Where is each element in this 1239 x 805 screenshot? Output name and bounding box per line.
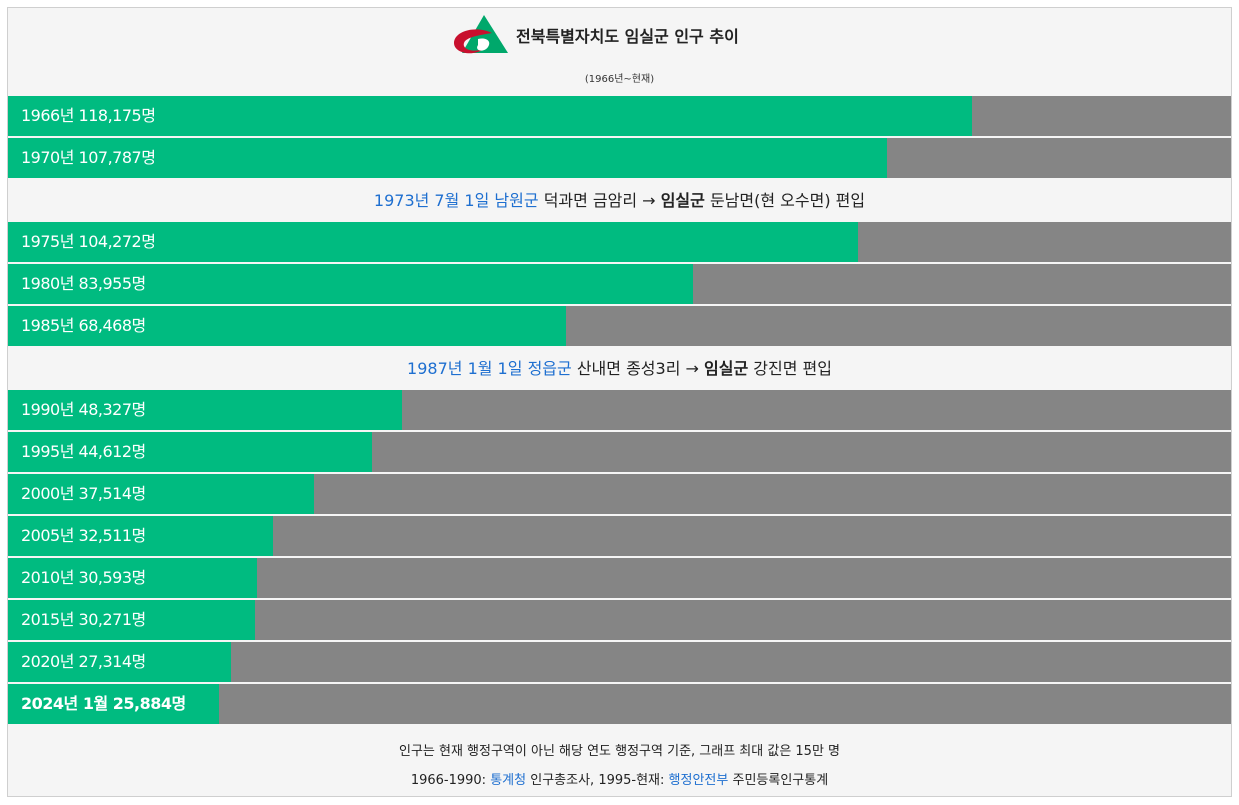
footer-note: 인구는 현재 행정구역이 아닌 해당 연도 행정구역 기준, 그래프 최대 값은… bbox=[398, 744, 841, 759]
bar-label: 2005년 32,511명 bbox=[21, 526, 146, 545]
source-a-range: 1966-1990: bbox=[410, 773, 487, 788]
population-bar bbox=[8, 516, 273, 556]
population-bar bbox=[8, 600, 255, 640]
bar-label: 2020년 27,314명 bbox=[21, 652, 146, 671]
chart-header: 전북특별자치도 임실군 인구 추이 (1966년~현재) bbox=[8, 8, 1231, 96]
bar-label: 2015년 30,271명 bbox=[21, 610, 146, 629]
population-bar bbox=[8, 474, 314, 514]
bar-row: 1985년 68,468명 bbox=[8, 306, 1231, 346]
bar-row: 2024년 1월 25,884명 bbox=[8, 684, 1231, 724]
population-bar bbox=[8, 642, 231, 682]
chart-footer: 인구는 현재 행정구역이 아닌 해당 연도 행정구역 기준, 그래프 최대 값은… bbox=[8, 728, 1231, 796]
chart-frame: 전북특별자치도 임실군 인구 추이 (1966년~현재) 1966년 118,1… bbox=[7, 7, 1232, 797]
bar-row: 2000년 37,514명 bbox=[8, 474, 1231, 514]
population-bar bbox=[8, 264, 693, 304]
event-to-area: 강진면 편입 bbox=[753, 359, 832, 378]
bar-row: 1980년 83,955명 bbox=[8, 264, 1231, 304]
bar-row: 1975년 104,272명 bbox=[8, 222, 1231, 262]
population-bar bbox=[8, 96, 972, 136]
bar-label: 1985년 68,468명 bbox=[21, 316, 146, 335]
bar-label: 2000년 37,514명 bbox=[21, 484, 146, 503]
population-bar bbox=[8, 306, 566, 346]
event-to-county: 임실군 bbox=[704, 359, 749, 378]
population-bar bbox=[8, 432, 372, 472]
event-from-area: 덕과면 금암리 → bbox=[543, 191, 656, 210]
boundary-change-note: 1973년 7월 1일 남원군 덕과면 금암리 → 임실군 둔남면(현 오수면)… bbox=[8, 180, 1231, 221]
bar-row: 2005년 32,511명 bbox=[8, 516, 1231, 556]
bar-row: 1966년 118,175명 bbox=[8, 96, 1231, 136]
source-b-link[interactable]: 행정안전부 bbox=[668, 773, 729, 788]
event-from-county-link[interactable]: 남원군 bbox=[494, 191, 539, 210]
bar-label: 1990년 48,327명 bbox=[21, 400, 146, 419]
bar-label: 1975년 104,272명 bbox=[21, 232, 156, 251]
bar-row: 2020년 27,314명 bbox=[8, 642, 1231, 682]
bar-row: 1970년 107,787명 bbox=[8, 138, 1231, 178]
population-bar bbox=[8, 390, 402, 430]
source-b-range: 1995-현재: bbox=[598, 773, 665, 788]
imsil-county-logo-icon bbox=[454, 15, 508, 54]
bar-label: 2024년 1월 25,884명 bbox=[21, 694, 186, 713]
boundary-change-note: 1987년 1월 1일 정읍군 산내면 종성3리 → 임실군 강진면 편입 bbox=[8, 348, 1231, 389]
source-a-link[interactable]: 통계청 bbox=[490, 773, 527, 788]
bar-row: 1990년 48,327명 bbox=[8, 390, 1231, 430]
bar-label: 1966년 118,175명 bbox=[21, 106, 156, 125]
bar-label: 1970년 107,787명 bbox=[21, 148, 156, 167]
population-bar bbox=[8, 222, 858, 262]
bar-row: 2010년 30,593명 bbox=[8, 558, 1231, 598]
population-bar bbox=[8, 684, 219, 724]
chart-subtitle: (1966년~현재) bbox=[584, 74, 655, 85]
source-b-name: 주민등록인구통계 bbox=[732, 773, 829, 788]
chart-title: 전북특별자치도 임실군 인구 추이 bbox=[516, 27, 739, 46]
event-from-county-link[interactable]: 정읍군 bbox=[527, 359, 572, 378]
bar-label: 2010년 30,593명 bbox=[21, 568, 146, 587]
event-date-link[interactable]: 1987년 1월 1일 bbox=[407, 359, 523, 378]
bar-row: 2015년 30,271명 bbox=[8, 600, 1231, 640]
event-to-area: 둔남면(현 오수면) 편입 bbox=[709, 191, 866, 210]
bar-row: 1995년 44,612명 bbox=[8, 432, 1231, 472]
event-to-county: 임실군 bbox=[660, 191, 705, 210]
population-bar bbox=[8, 558, 257, 598]
event-date-link[interactable]: 1973년 7월 1일 bbox=[373, 191, 490, 210]
footer-sources: 1966-1990: 통계청 인구총조사, 1995-현재: 행정안전부 주민등… bbox=[8, 769, 1231, 788]
population-bar bbox=[8, 138, 887, 178]
bar-label: 1995년 44,612명 bbox=[21, 442, 146, 461]
source-a-name: 인구총조사, bbox=[530, 773, 595, 788]
event-from-area: 산내면 종성3리 → bbox=[576, 359, 699, 378]
bar-label: 1980년 83,955명 bbox=[21, 274, 146, 293]
